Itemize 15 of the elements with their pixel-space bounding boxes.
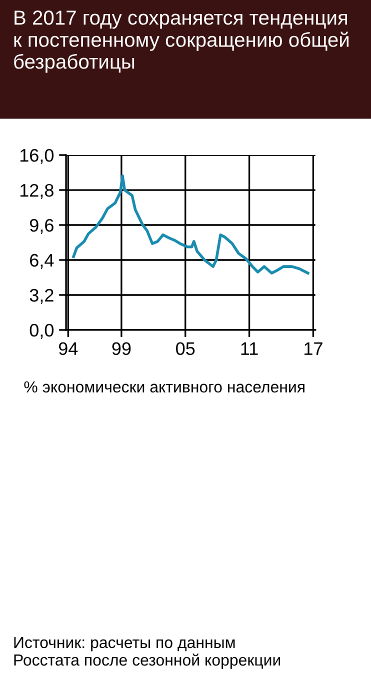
x-tick-label: 17 — [304, 342, 322, 355]
y-tick-label: 16,0 — [20, 148, 54, 164]
x-tick-label: 99 — [112, 342, 131, 356]
x-axis-title: % экономически активного населения — [24, 381, 304, 393]
y-tick-label: 6,4 — [30, 254, 54, 269]
chart-title: В 2017 году сохраняется тенденция к постепенному сокращению общей безработицы — [14, 10, 348, 73]
line-series — [72, 174, 310, 275]
y-tick-label: 3,2 — [30, 288, 54, 304]
x-tick-label: 11 — [241, 342, 258, 355]
x-tick-label: 05 — [176, 342, 195, 356]
y-tick-label: 0,0 — [30, 324, 54, 339]
text: Источник: расчеты по данным Росстата после сезонной коррекции — [14, 637, 280, 669]
y-tick-label: 9,6 — [30, 218, 54, 234]
x-tick-label: 94 — [58, 342, 78, 356]
y-tick-label: 12,8 — [20, 184, 54, 199]
